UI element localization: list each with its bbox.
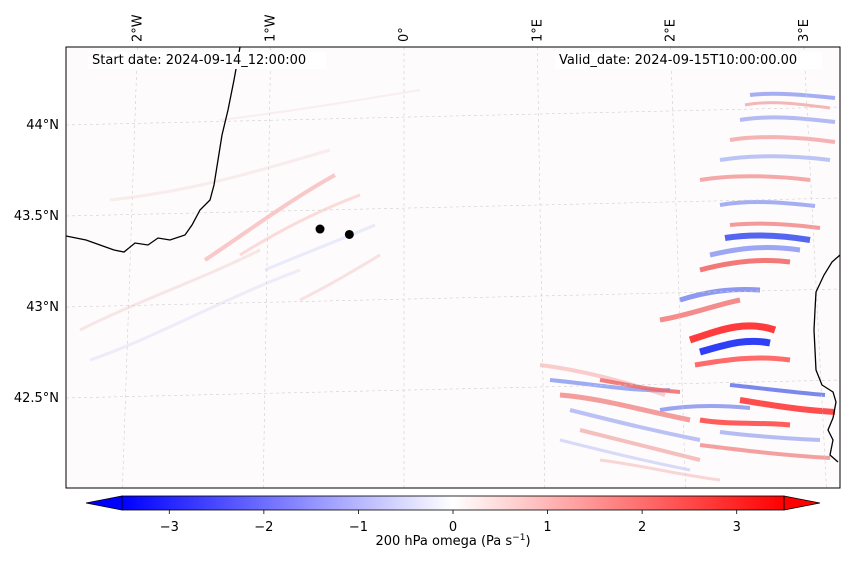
lon-gridline-1: [262, 47, 271, 488]
colorbar-tick-label-4: 1: [543, 520, 551, 535]
colorbar-low-extend: [85, 495, 123, 511]
marker-point-2: [344, 229, 354, 239]
lat-tick-label-3: 42.5°N: [14, 391, 59, 406]
lon-gridline-5: [803, 47, 827, 488]
map-panel: Start date: 2024-09-14_12:00:00 Valid_da…: [14, 14, 841, 489]
gridlines: [66, 47, 840, 488]
lon-tick-label-1: 1°W: [264, 14, 279, 42]
lon-tick-label-2: 0°: [397, 27, 412, 42]
start-date-label: Start date: 2024-09-14_12:00:00: [92, 53, 306, 68]
lon-tick-label-5: 3°E: [797, 19, 812, 42]
colorbar-gradient: [122, 496, 784, 510]
lat-tick-label-2: 43°N: [26, 300, 59, 315]
lat-tick-label-0: 44°N: [26, 118, 59, 133]
lon-tick-label-0: 2°W: [130, 14, 145, 42]
colorbar-tick-label-1: −2: [254, 520, 273, 535]
omega-field: [79, 89, 836, 482]
colorbar-tick-label-0: −3: [160, 520, 179, 535]
colorbar: −3 −2 −1 0 1 2 3 200 hPa omega (Pa s−1): [85, 495, 821, 549]
marker-layer: [315, 224, 354, 239]
colorbar-tick-label-3: 0: [449, 520, 457, 535]
latitude-labels: 44°N 43.5°N 43°N 42.5°N: [14, 118, 59, 406]
start-date-box: [88, 52, 326, 69]
coastline: [66, 47, 840, 463]
lon-gridline-4: [670, 47, 686, 488]
colorbar-ticks: −3 −2 −1 0 1 2 3: [160, 510, 741, 535]
colorbar-tick-label-2: −1: [349, 520, 368, 535]
longitude-labels: 2°W 1°W 0° 1°E 2°E 3°E: [130, 14, 812, 42]
colorbar-high-extend: [783, 495, 821, 511]
lon-tick-label-3: 1°E: [530, 19, 545, 42]
colorbar-tick-label-5: 2: [638, 520, 646, 535]
valid-date-label: Valid_date: 2024-09-15T10:00:00.00: [559, 53, 797, 68]
lon-tick-label-4: 2°E: [664, 19, 679, 42]
colorbar-tick-label-6: 3: [733, 520, 741, 535]
lat-tick-label-1: 43.5°N: [14, 209, 59, 224]
colorbar-label: 200 hPa omega (Pa s−1): [375, 533, 530, 549]
marker-point-1: [315, 224, 325, 234]
lon-gridline-0: [122, 47, 138, 488]
map-frame: [65, 46, 841, 489]
valid-date-box: [555, 52, 822, 69]
lon-gridline-3: [537, 47, 546, 488]
